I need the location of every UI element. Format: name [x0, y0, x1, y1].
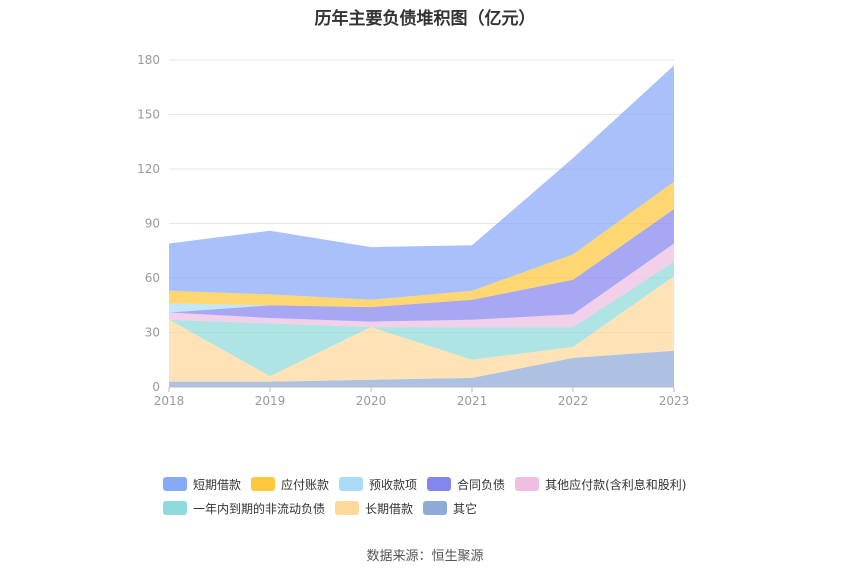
y-tick-label: 180: [137, 53, 160, 67]
x-tick-label: 2019: [255, 394, 286, 408]
legend-item[interactable]: 合同负债: [427, 476, 505, 493]
area-短期借款: [169, 65, 674, 300]
y-tick-label: 60: [145, 271, 160, 285]
legend: 短期借款 应付账款 预收款项 合同负债 其他应付款(含利息和股利) 一年内到期的非流动负…: [163, 472, 723, 520]
legend-row: 短期借款 应付账款 预收款项 合同负债 其他应付款(含利息和股利): [163, 472, 723, 496]
y-tick-label: 90: [145, 217, 160, 231]
legend-swatch: [423, 501, 448, 515]
y-tick-label: 150: [137, 108, 160, 122]
x-tick-label: 2023: [659, 394, 690, 408]
legend-label: 预收款项: [369, 477, 418, 492]
y-tick-label: 30: [145, 326, 160, 340]
chart-plot: 0 30 60 90 120 150 180 2018 2019 2020 2021 2022 2023: [137, 53, 689, 408]
area-合同负债: [169, 209, 674, 322]
area-其他应付款(含利息和股利): [169, 243, 674, 328]
axes: 0 30 60 90 120 150 180 2018 2019 2020 2021 2022 2023: [137, 53, 689, 408]
legend-label: 合同负债: [457, 477, 506, 492]
x-tick-label: 2022: [558, 394, 589, 408]
legend-swatch: [427, 477, 452, 491]
legend-item[interactable]: 长期借款: [335, 500, 413, 517]
x-tick-label: 2021: [457, 394, 488, 408]
chart-title: 历年主要负债堆积图（亿元）: [314, 9, 536, 29]
area-series: [169, 65, 674, 387]
legend-label: 其他应付款(含利息和股利): [545, 477, 687, 492]
legend-item[interactable]: 其它: [423, 500, 477, 517]
legend-label: 应付账款: [281, 477, 330, 492]
legend-label: 其它: [453, 501, 478, 516]
legend-swatch: [163, 501, 187, 515]
data-source: 数据来源：恒生聚源: [366, 549, 484, 564]
area-长期借款: [169, 276, 674, 382]
legend-swatch: [335, 501, 360, 515]
legend-label: 短期借款: [193, 477, 242, 492]
area-其它: [169, 350, 674, 387]
legend-swatch: [163, 477, 187, 491]
legend-item[interactable]: 短期借款: [163, 476, 241, 493]
legend-swatch: [515, 477, 540, 491]
y-tick-label: 120: [137, 162, 160, 176]
legend-item[interactable]: 其他应付款(含利息和股利): [515, 476, 686, 493]
legend-row: 一年内到期的非流动负债 长期借款 其它: [163, 496, 723, 520]
legend-swatch: [339, 477, 364, 491]
legend-item[interactable]: 预收款项: [339, 476, 417, 493]
legend-item[interactable]: 应付账款: [251, 476, 329, 493]
x-tick-label: 2020: [356, 394, 387, 408]
legend-label: 一年内到期的非流动负债: [193, 501, 326, 516]
legend-label: 长期借款: [365, 501, 414, 516]
legend-item[interactable]: 一年内到期的非流动负债: [163, 500, 325, 517]
x-tick-label: 2018: [154, 394, 185, 408]
legend-swatch: [251, 477, 276, 491]
area-一年内到期的非流动负债: [169, 261, 674, 377]
y-tick-label: 0: [152, 380, 160, 394]
area-应付账款: [169, 181, 674, 308]
